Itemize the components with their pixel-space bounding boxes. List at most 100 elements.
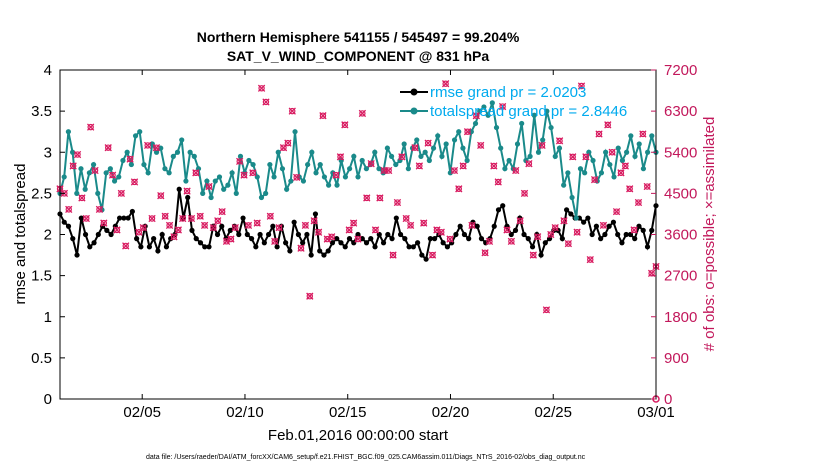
spread-point <box>388 153 395 159</box>
obs-possible-marker <box>503 226 511 234</box>
spread-point <box>305 161 311 168</box>
obs-assimilated-marker <box>306 292 314 300</box>
spread-point <box>540 137 546 143</box>
spread-point <box>598 170 605 176</box>
obs-assimilated-marker <box>288 107 296 115</box>
obs-assimilated-marker <box>257 84 266 92</box>
obs-possible-marker <box>416 162 423 170</box>
obs-possible-marker <box>96 206 103 213</box>
obs-assimilated-marker <box>367 160 375 168</box>
obs-possible-marker <box>442 80 449 87</box>
legend-spread-marker <box>410 107 418 115</box>
rmse-point <box>538 252 544 258</box>
spread-point <box>498 145 504 151</box>
obs-possible-marker <box>175 226 182 234</box>
obs-possible-marker <box>240 171 248 179</box>
obs-assimilated-marker <box>319 112 327 120</box>
obs-possible-marker <box>91 167 99 174</box>
obs-possible-marker <box>552 224 559 231</box>
spread-point <box>460 145 466 151</box>
obs-possible-marker <box>407 222 414 229</box>
y-tick-label-right: 0 <box>664 391 672 408</box>
obs-assimilated-marker <box>468 221 476 230</box>
obs-possible-marker <box>464 128 471 135</box>
rmse-point <box>151 236 157 242</box>
obs-possible-marker <box>473 112 480 119</box>
obs-assimilated-marker <box>393 198 402 207</box>
rmse-point <box>168 236 174 242</box>
obs-possible-marker <box>499 103 506 110</box>
rmse-point <box>453 231 459 238</box>
obs-possible-marker <box>289 107 296 115</box>
obs-layer <box>56 80 660 403</box>
obs-assimilated-marker <box>590 176 599 184</box>
chart-subtitle: SAT_V_WIND_COMPONENT @ 831 hPa <box>227 48 490 64</box>
spread-point <box>313 170 319 176</box>
x-tick-label: 03/01 <box>637 404 675 421</box>
spread-point <box>153 149 160 155</box>
spread-point <box>204 178 210 184</box>
spread-point <box>212 178 218 184</box>
obs-possible-marker <box>451 167 458 174</box>
spread-point <box>65 129 71 135</box>
rmse-point <box>287 248 293 254</box>
rmse-point <box>295 231 301 238</box>
rmse-point <box>632 236 638 242</box>
data-file-footer: data file: /Users/raeder/DAI/ATM_forcXX/… <box>146 454 586 461</box>
obs-possible-marker <box>578 82 585 90</box>
rmse-point <box>95 231 101 238</box>
rmse-point <box>444 244 450 250</box>
obs-possible-marker <box>350 219 357 227</box>
obs-possible-marker <box>236 158 243 165</box>
obs-assimilated-marker <box>192 169 200 177</box>
spread-point <box>493 124 500 131</box>
rmse-point <box>346 236 353 242</box>
spread-point <box>636 141 642 147</box>
obs-assimilated-marker <box>455 185 463 193</box>
obs-assimilated-marker <box>595 130 603 138</box>
y-tick-label-right: 3600 <box>664 227 697 244</box>
obs-possible-marker <box>595 130 603 138</box>
obs-assimilated-marker <box>481 249 489 257</box>
rmse-point <box>491 223 497 229</box>
obs-possible-marker <box>245 222 252 229</box>
obs-possible-marker <box>293 174 300 181</box>
obs-possible-marker <box>105 144 112 151</box>
obs-assimilated-marker <box>143 141 152 150</box>
rmse-point <box>300 240 306 246</box>
obs-assimilated-marker <box>586 255 594 264</box>
spread-point <box>649 133 655 139</box>
spread-point <box>573 215 579 221</box>
obs-assimilated-marker <box>65 205 73 214</box>
obs-assimilated-marker <box>498 102 507 111</box>
obs-assimilated-marker <box>621 162 629 170</box>
spread-point <box>561 182 567 188</box>
obs-possible-marker <box>468 222 476 229</box>
obs-possible-marker <box>372 226 379 234</box>
rmse-point <box>427 236 433 242</box>
rmse-point <box>240 215 246 221</box>
y-axis-label-right: # of obs: o=possible; ×=assimilated <box>701 117 718 352</box>
spread-point <box>120 157 126 164</box>
obs-possible-marker <box>118 190 125 197</box>
obs-assimilated-marker <box>428 251 437 259</box>
chart-title: Northern Hemisphere 541155 / 545497 = 99… <box>197 29 520 45</box>
obs-possible-marker <box>280 144 287 151</box>
obs-assimilated-marker <box>555 137 564 145</box>
obs-assimilated-marker <box>389 251 397 259</box>
spread-point <box>464 157 470 164</box>
obs-possible-marker <box>495 178 502 186</box>
obs-possible-marker <box>477 142 484 149</box>
rmse-point <box>440 240 446 246</box>
obs-assimilated-marker <box>91 166 99 175</box>
obs-assimilated-marker <box>363 194 371 202</box>
spread-point <box>640 166 647 172</box>
obs-possible-marker <box>262 98 270 106</box>
obs-assimilated-marker <box>157 192 165 200</box>
rmse-point <box>521 231 527 238</box>
spread-point <box>174 149 181 155</box>
obs-possible-marker <box>516 217 524 224</box>
spread-point <box>288 178 294 184</box>
obs-possible-marker <box>508 238 515 245</box>
obs-assimilated-marker <box>415 162 424 170</box>
